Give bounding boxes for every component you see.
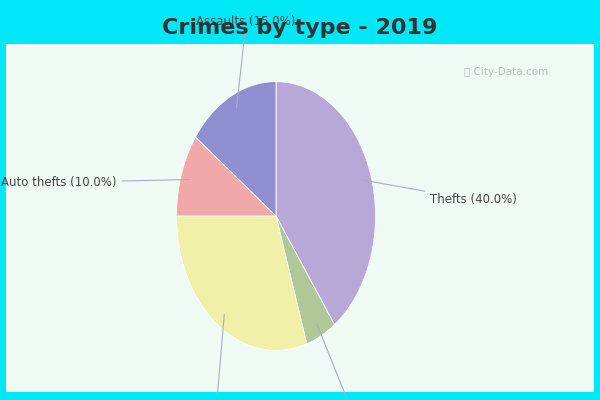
Text: Crimes by type - 2019: Crimes by type - 2019 bbox=[163, 18, 437, 38]
Text: Burglaries (30.0%): Burglaries (30.0%) bbox=[161, 314, 271, 400]
Text: Auto thefts (10.0%): Auto thefts (10.0%) bbox=[1, 176, 190, 189]
Wedge shape bbox=[276, 216, 335, 344]
Wedge shape bbox=[176, 137, 276, 216]
Wedge shape bbox=[196, 82, 276, 216]
Wedge shape bbox=[176, 216, 307, 350]
Text: Assaults (15.0%): Assaults (15.0%) bbox=[196, 15, 296, 108]
FancyBboxPatch shape bbox=[0, 37, 600, 399]
Text: ⓘ City-Data.com: ⓘ City-Data.com bbox=[464, 67, 548, 77]
Wedge shape bbox=[276, 82, 376, 325]
Text: Thefts (40.0%): Thefts (40.0%) bbox=[362, 180, 517, 206]
Text: Robberies (5.0%): Robberies (5.0%) bbox=[300, 324, 401, 400]
